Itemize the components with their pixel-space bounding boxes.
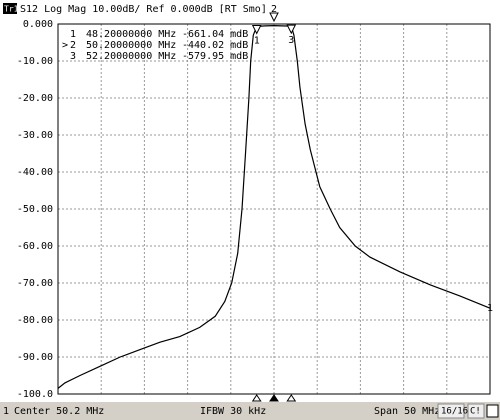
- marker-row-number: 2: [70, 40, 76, 51]
- trace-tag: Tr1: [4, 5, 19, 14]
- y-tick-label: -90.00: [17, 352, 53, 363]
- y-tick-label: -70.00: [17, 278, 53, 289]
- marker: 3 3 52.20000000 MHz -579.95 mdB: [70, 24, 297, 402]
- marker-number: 3: [288, 35, 294, 46]
- marker-number: 1: [254, 35, 260, 46]
- y-tick-label: -60.00: [17, 241, 53, 252]
- marker-triangle: [269, 12, 279, 23]
- marker-row-freq: 52.20000000 MHz: [86, 51, 176, 62]
- y-tick-label: -30.00: [17, 130, 53, 141]
- y-tick-label: -20.00: [17, 93, 53, 104]
- status-flag: C!: [470, 407, 481, 417]
- y-tick-label: -40.00: [17, 167, 53, 178]
- marker-row-number: 1: [70, 29, 76, 40]
- marker-row-freq: 48.20000000 MHz: [86, 29, 176, 40]
- status-ifbw: IFBW 30 kHz: [200, 406, 266, 417]
- y-tick-label: 0.000: [23, 19, 53, 30]
- marker-bottom-triangle: [251, 394, 262, 402]
- marker: 2> 2 50.20000000 MHz -440.02 mdB: [62, 4, 279, 402]
- plot-frame: [57, 23, 491, 395]
- y-tick-label: -80.00: [17, 315, 53, 326]
- marker-bottom-triangle: [269, 394, 279, 402]
- edge-marker-label: 1: [487, 303, 493, 314]
- status-count-box: [437, 403, 465, 419]
- y-tick-label: -50.00: [17, 204, 53, 215]
- status-span: Span 50 MHz: [374, 406, 440, 417]
- y-tick-label: -10.00: [17, 56, 53, 67]
- status-flag-box: [467, 403, 485, 419]
- marker: 1 1 48.20000000 MHz -661.04 mdB: [70, 24, 262, 402]
- marker-row-number: 3: [70, 51, 76, 62]
- status-icon: [486, 404, 499, 418]
- marker-triangle: [251, 24, 262, 35]
- marker-row-value: -440.02 mdB: [182, 40, 248, 51]
- trace-title: S12 Log Mag 10.00dB/ Ref 0.000dB [RT Smo…: [20, 4, 267, 15]
- marker-row-value: -661.04 mdB: [182, 29, 248, 40]
- marker-number: 2: [271, 4, 277, 15]
- y-tick-label: -100.0: [17, 389, 53, 400]
- marker-row-prefix: >: [62, 40, 68, 51]
- marker-row-freq: 50.20000000 MHz: [86, 40, 176, 51]
- status-count: 16/16: [441, 407, 468, 417]
- marker-row-value: -579.95 mdB: [182, 51, 248, 62]
- status-bar: [0, 402, 500, 420]
- marker-triangle: [286, 24, 297, 35]
- trace-tag-box: [3, 3, 17, 14]
- marker-bottom-triangle: [286, 394, 297, 402]
- status-channel: 1: [3, 406, 9, 417]
- status-center: Center 50.2 MHz: [14, 406, 104, 417]
